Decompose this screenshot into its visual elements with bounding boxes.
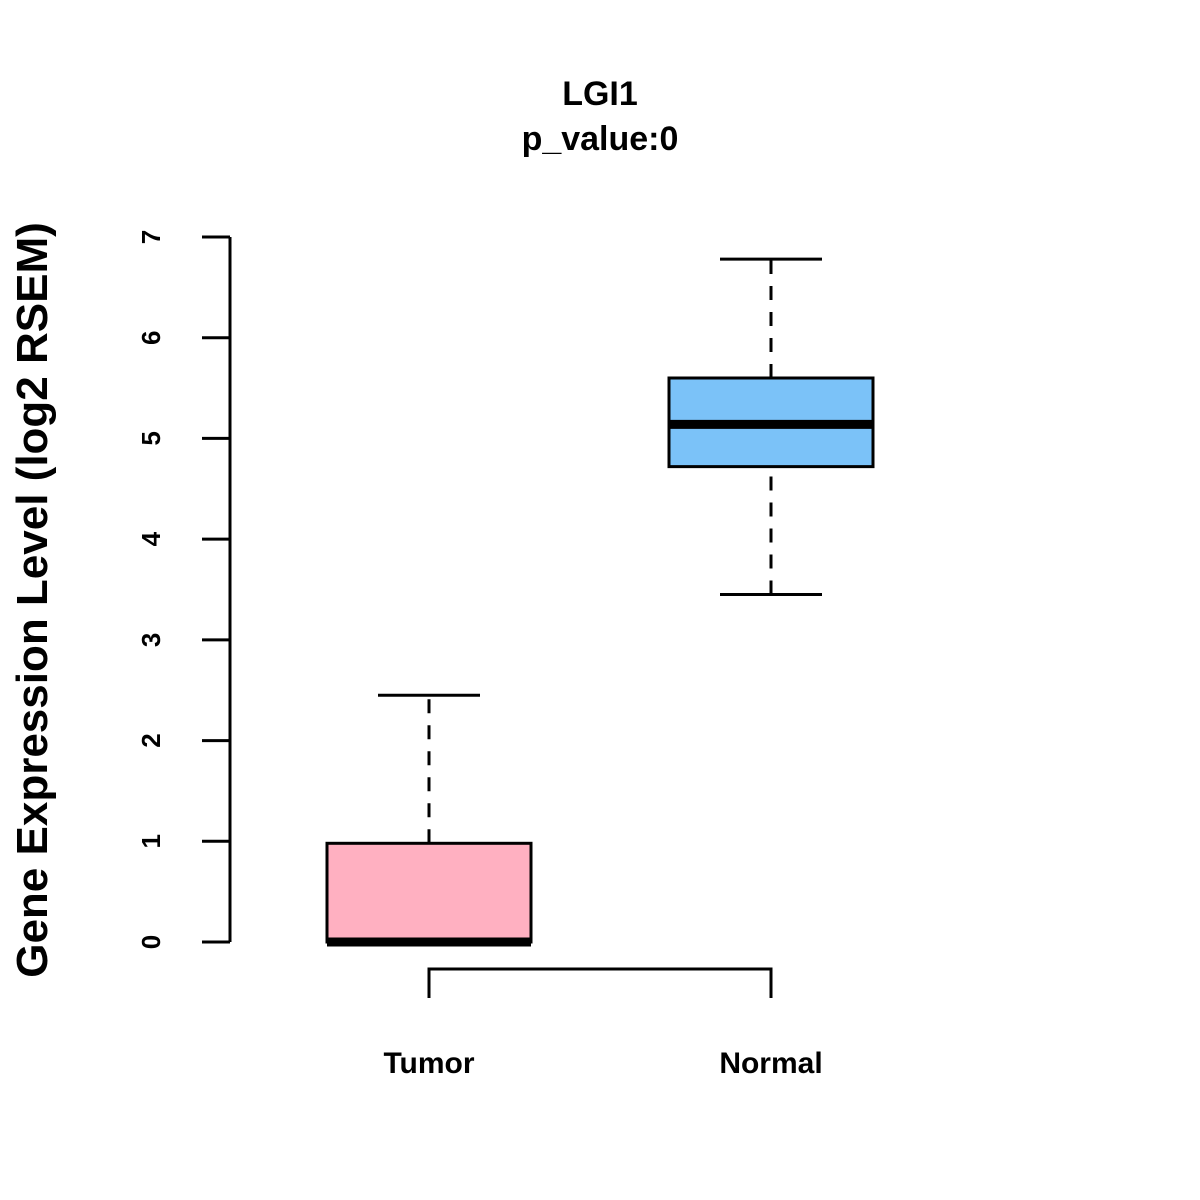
y-tick-label-2: 2 — [136, 733, 166, 747]
iqr-box-tumor — [325, 841, 533, 944]
y-tick-label-6: 6 — [136, 330, 166, 344]
y-tick-label-5: 5 — [136, 431, 166, 445]
y-tick-label-0: 0 — [136, 935, 166, 949]
category-labels: Tumor Normal — [383, 1047, 822, 1080]
chart-title: LGI1 — [562, 75, 638, 113]
chart-subtitle: p_value:0 — [522, 120, 679, 158]
y-tick-label-3: 3 — [136, 633, 166, 647]
category-label-tumor: Tumor — [383, 1047, 474, 1080]
box-normal — [667, 257, 875, 597]
y-ticks: 0 1 2 3 4 5 6 7 — [136, 230, 230, 949]
y-tick-label-1: 1 — [136, 834, 166, 848]
bracket-line — [427, 967, 773, 998]
category-label-normal: Normal — [719, 1047, 822, 1080]
comparison-bracket — [427, 967, 773, 998]
y-axis-label: Gene Expression Level (log2 RSEM) — [8, 222, 57, 978]
y-tick-label-7: 7 — [136, 230, 166, 244]
y-tick-label-4: 4 — [136, 531, 166, 546]
boxes — [325, 257, 875, 947]
box-tumor — [325, 693, 533, 947]
